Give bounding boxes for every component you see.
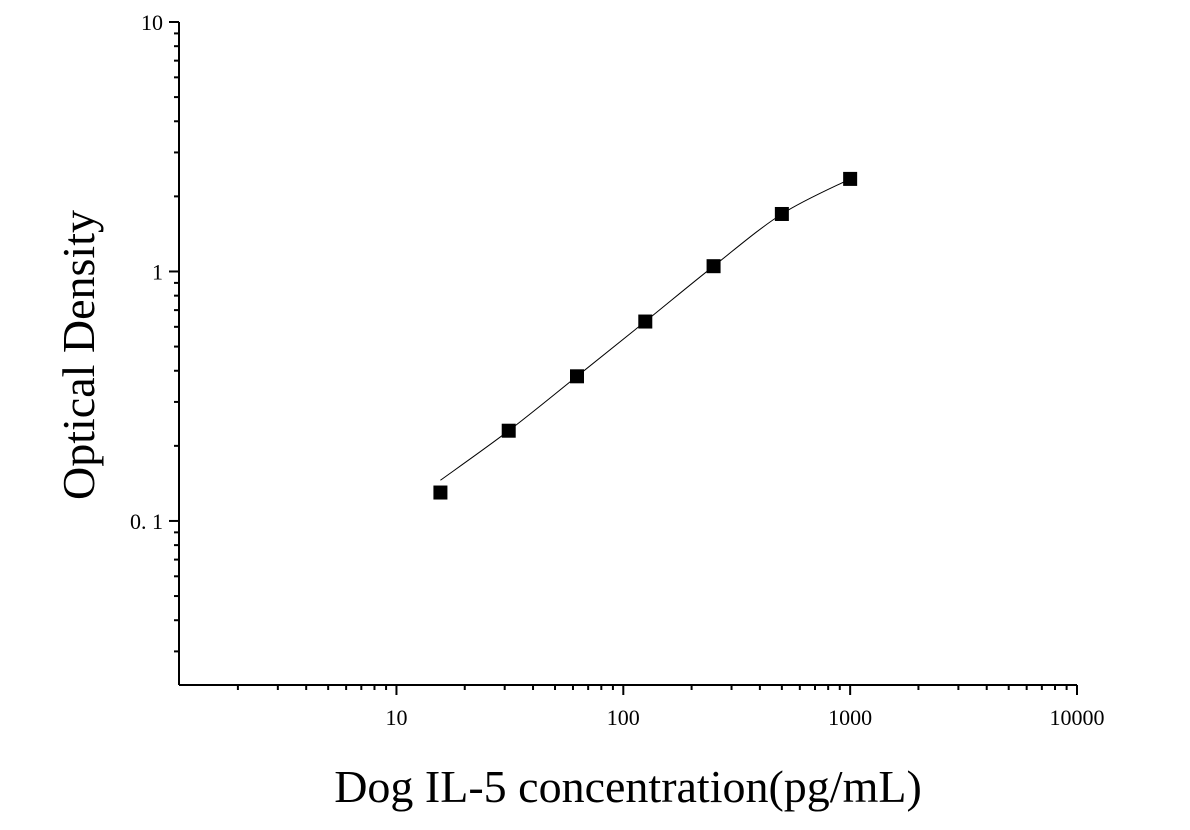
x-tick-label: 1000 (828, 705, 872, 730)
x-axis-title: Dog IL-5 concentration(pg/mL) (334, 761, 922, 812)
data-point (501, 423, 516, 438)
axes-group (178, 22, 1077, 686)
data-point (433, 485, 448, 500)
x-tick-label: 10 (385, 705, 407, 730)
data-point (774, 206, 789, 221)
x-tick-label: 10000 (1050, 705, 1105, 730)
y-tick-label: 1 (152, 259, 163, 284)
data-point (638, 314, 653, 329)
data-point (706, 259, 721, 274)
data-points-group (433, 171, 858, 500)
y-axis-title: Optical Density (53, 210, 104, 500)
x-tick-label: 100 (607, 705, 640, 730)
data-point (570, 369, 585, 384)
y-ticks-group: 0. 1 1 10 (130, 10, 179, 653)
y-tick-label: 10 (141, 10, 163, 35)
y-tick-label: 0. 1 (130, 509, 163, 534)
x-ticks-group: 10 100 1000 10000 (236, 685, 1105, 730)
data-point (843, 171, 858, 186)
